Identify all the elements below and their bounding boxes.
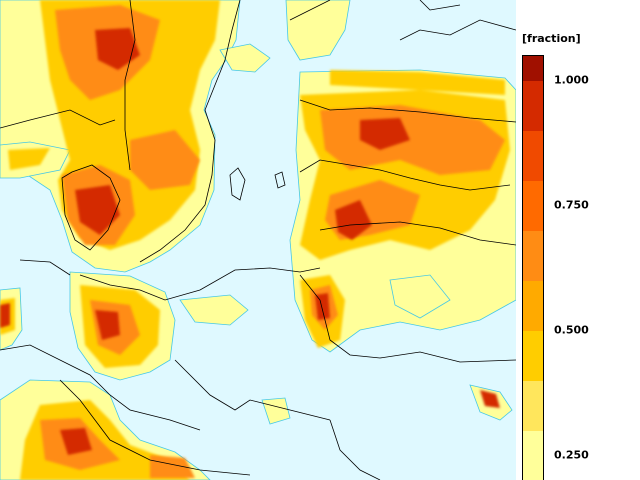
cloud-fraction-map [0,0,516,480]
legend-swatch [523,56,543,81]
legend-tick-label: 1.000 [554,73,589,87]
map-canvas [0,0,516,480]
legend-tick-label: 0.250 [554,448,589,462]
legend-swatch [523,81,543,131]
color-legend: [fraction] 1.000 0.750 0.500 0.250 [516,0,640,480]
legend-swatch [523,231,543,281]
map-borders [0,0,516,480]
legend-swatch [523,381,543,431]
field-peak [0,28,500,455]
legend-tick-label: 0.750 [554,198,589,212]
legend-swatch [523,281,543,331]
legend-swatch [523,431,543,480]
legend-title: [fraction] [522,32,581,45]
legend-swatch [523,131,543,181]
legend-swatch [523,331,543,381]
legend-color-bar [522,55,544,480]
legend-tick-label: 0.500 [554,323,589,337]
legend-swatch [523,181,543,231]
